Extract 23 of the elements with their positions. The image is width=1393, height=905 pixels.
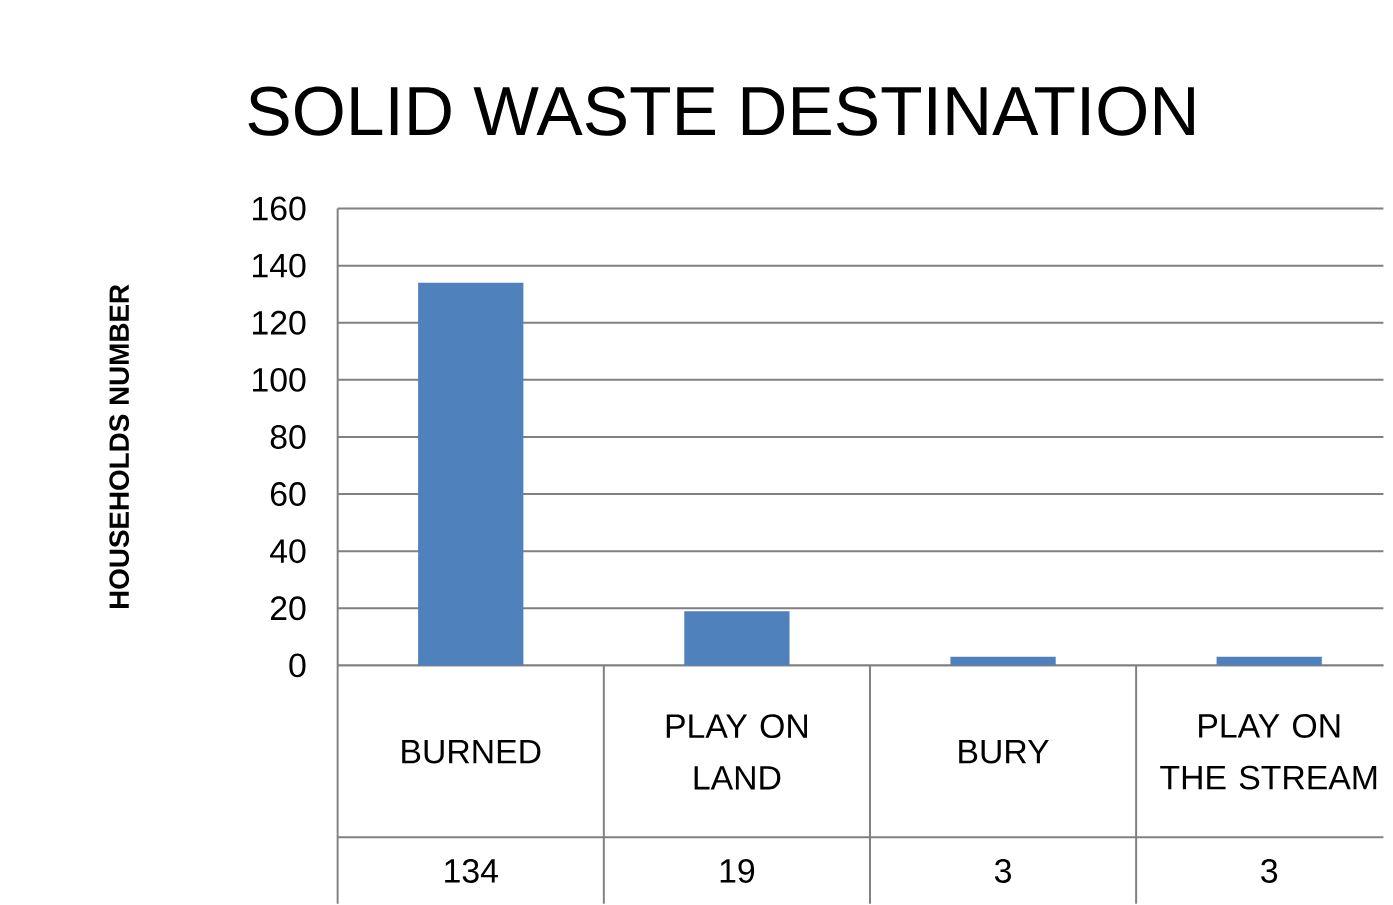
x-tick-label: PLAY ON LAND bbox=[666, 714, 807, 790]
y-tick-label: 160 bbox=[253, 196, 306, 221]
y-tick-label: 120 bbox=[253, 310, 306, 335]
y-tick-label: 100 bbox=[253, 368, 306, 392]
x-tick-label: BURY bbox=[959, 740, 1049, 764]
data-label: 3 bbox=[1261, 859, 1278, 884]
y-axis-title: HOUSEHOLDS NUMBER bbox=[109, 284, 130, 609]
y-tick-label: 80 bbox=[270, 425, 306, 450]
y-tick-label: 60 bbox=[270, 482, 306, 507]
y-tick-label: 0 bbox=[289, 653, 306, 678]
data-label: 3 bbox=[994, 859, 1011, 884]
bar bbox=[684, 611, 790, 666]
y-tick-label: 40 bbox=[270, 539, 306, 564]
x-tick-label: BURNED bbox=[402, 740, 541, 764]
bar bbox=[950, 656, 1056, 666]
bar bbox=[1216, 656, 1322, 666]
chart-title: SOLID WASTE DESTINATION bbox=[248, 86, 1194, 136]
x-tick-label: PLAY ON THE STREAM bbox=[1160, 714, 1377, 790]
bar bbox=[418, 282, 524, 666]
y-tick-label: 140 bbox=[253, 253, 306, 278]
data-label: 134 bbox=[445, 859, 498, 884]
data-label: 19 bbox=[720, 859, 755, 884]
y-tick-label: 20 bbox=[270, 596, 306, 621]
